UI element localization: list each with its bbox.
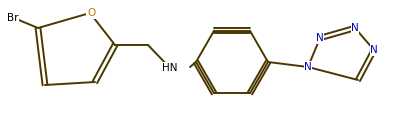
Text: HN: HN: [162, 63, 178, 73]
Text: N: N: [316, 33, 324, 43]
Text: N: N: [370, 45, 378, 55]
Text: N: N: [304, 62, 312, 72]
Text: N: N: [351, 23, 359, 33]
Text: O: O: [87, 8, 95, 18]
Text: Br: Br: [7, 13, 18, 23]
